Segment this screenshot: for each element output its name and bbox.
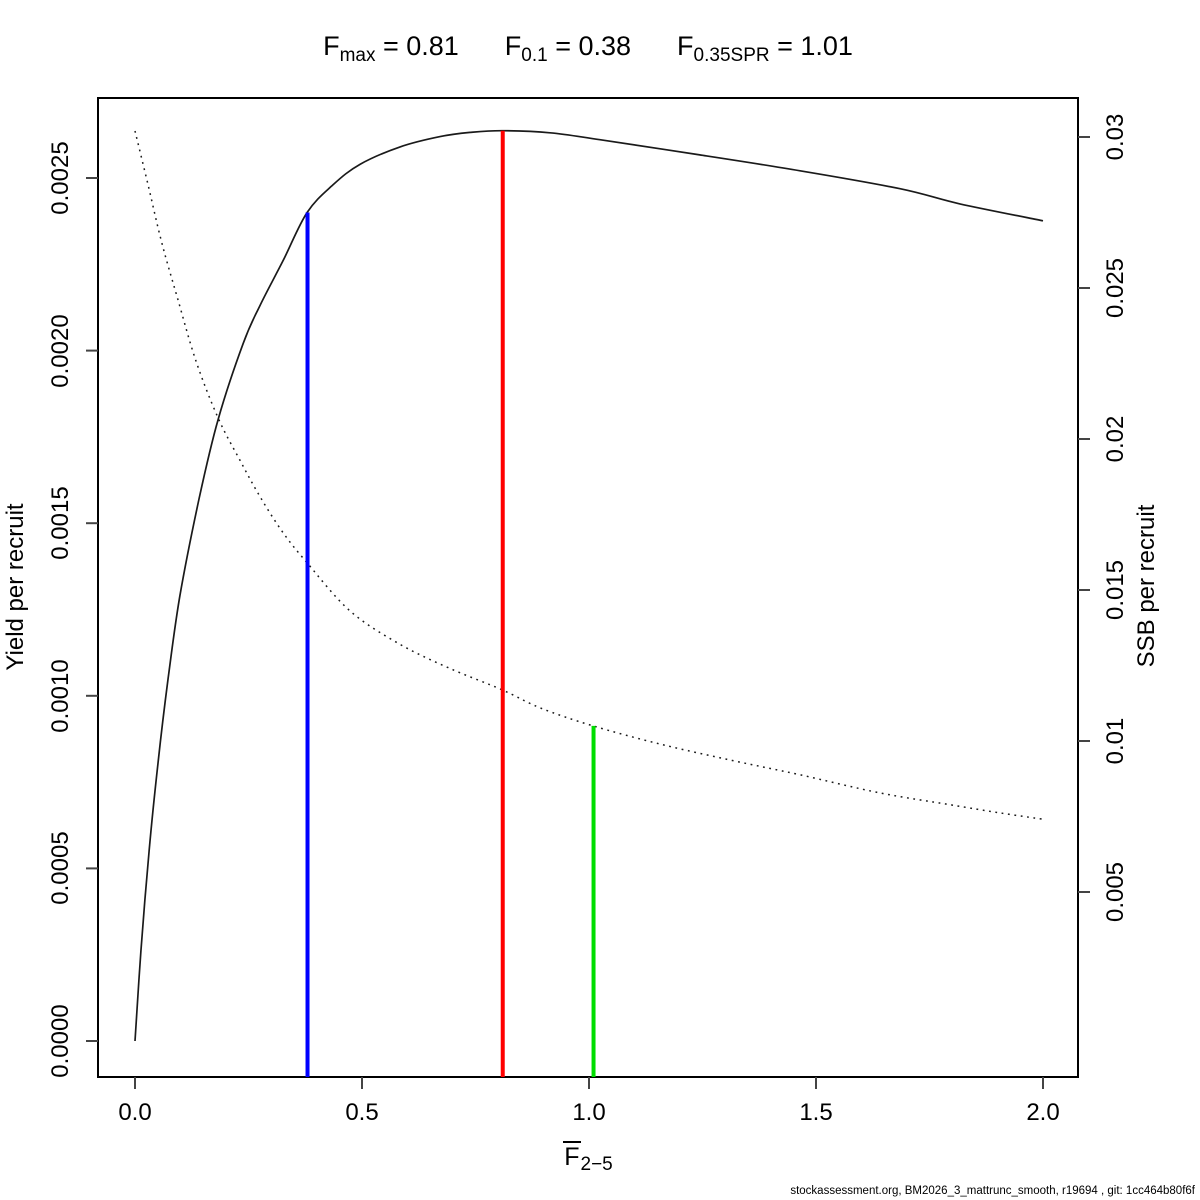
x-tick-label: 0.5 [345,1099,379,1126]
x-axis-title: F2−5 [563,1141,613,1175]
caption: stockassessment.org, BM2026_3_mattrunc_s… [790,1185,1195,1197]
y-right-tick-label: 0.005 [1102,861,1129,923]
y-axis-title-right: SSB per recruit [1133,504,1160,668]
y-left-tick-label: 0.0000 [47,1004,74,1078]
y-left-tick-label: 0.0020 [47,313,74,388]
y-left-tick-label: 0.0010 [47,659,74,733]
y-left-tick-label: 0.0005 [47,831,74,906]
y-axis-title-left: Yield per recruit [2,503,29,671]
plot-title: Fmax = 0.81 F0.1 = 0.38 F0.35SPR = 1.01 [98,31,1078,67]
y-right-tick-label: 0.02 [1102,415,1129,463]
fbar-symbol: F [563,1141,581,1171]
ssb-curve [134,130,1044,820]
x-tick-label: 1.5 [799,1099,833,1126]
x-tick-label: 0.0 [118,1099,152,1126]
y-right-tick-label: 0.03 [1102,113,1129,161]
title-f035spr: F0.35SPR = 1.01 [677,31,853,66]
title-fmax: Fmax = 0.81 [323,31,459,66]
y-right-tick-label: 0.015 [1102,559,1129,621]
y-left-tick-label: 0.0025 [47,141,74,215]
y-left-tick-label: 0.0015 [47,486,74,560]
y-right-tick-label: 0.025 [1102,257,1129,319]
yield-curve [134,129,1044,1042]
y-right-tick-label: 0.01 [1102,717,1129,765]
plot-box [97,97,1079,1078]
title-f01: F0.1 = 0.38 [504,31,632,66]
x-tick-label: 1.0 [572,1099,606,1126]
x-tick-label: 2.0 [1026,1099,1060,1126]
